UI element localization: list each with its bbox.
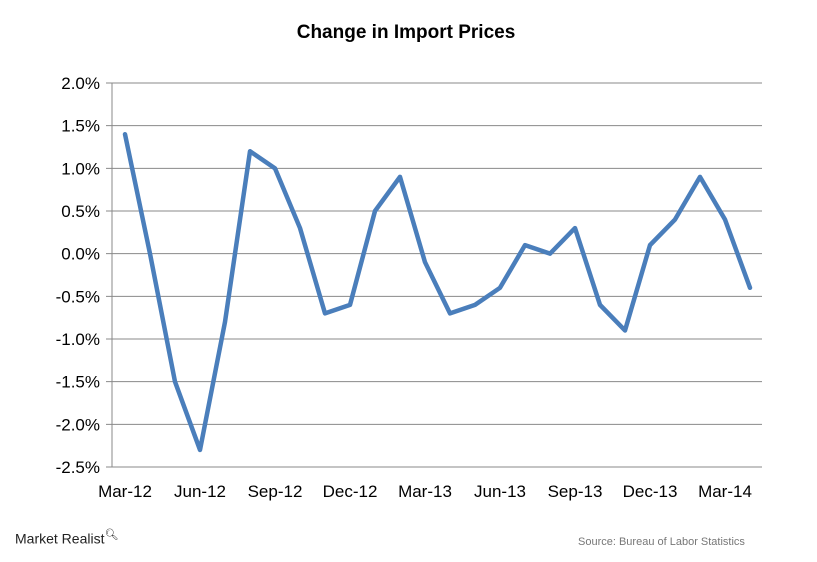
source-note: Source: Bureau of Labor Statistics [578,536,745,548]
y-tick-label: -2.0% [56,415,100,434]
x-tick-label: Mar-13 [398,482,452,501]
x-tick-label: Mar-12 [98,482,152,501]
x-tick-label: Dec-12 [323,482,378,501]
magnifier-icon: 🔍︎ [104,529,119,541]
y-tick-label: 1.0% [61,159,100,178]
x-tick-label: Jun-12 [174,482,226,501]
x-tick-label: Sep-13 [548,482,603,501]
logo-text: Market Realist [15,530,105,547]
y-tick-label: 2.0% [61,74,100,93]
y-tick-label: 0.5% [61,202,100,221]
x-tick-label: Jun-13 [474,482,526,501]
y-tick-label: -2.5% [56,458,100,477]
y-tick-label: 1.5% [61,117,100,136]
y-tick-label: -0.5% [56,287,100,306]
y-tick-label: 0.0% [61,245,100,264]
x-tick-label: Sep-12 [248,482,303,501]
x-tick-label: Dec-13 [623,482,678,501]
chart-title: Change in Import Prices [296,22,516,43]
y-tick-label: -1.5% [56,373,100,392]
series-line [122,131,753,453]
y-tick-label: -1.0% [56,330,100,349]
x-tick-label: Mar-14 [698,482,752,501]
market-realist-logo: Market Realist🔍︎ [15,528,118,547]
